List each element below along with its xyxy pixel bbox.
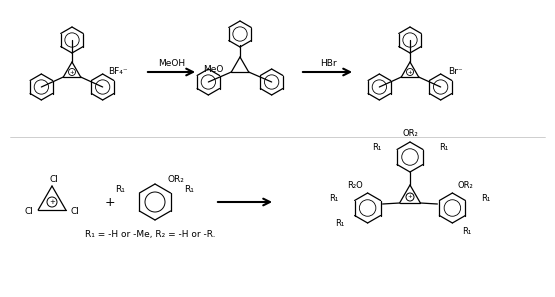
Text: R₁: R₁	[439, 143, 448, 152]
Text: +: +	[407, 69, 412, 75]
Text: HBr: HBr	[320, 59, 336, 69]
Text: +: +	[49, 199, 55, 205]
Text: R₁: R₁	[335, 219, 345, 228]
Text: R₁ = -H or -Me, R₂ = -H or -R.: R₁ = -H or -Me, R₂ = -H or -R.	[85, 230, 215, 238]
Text: R₁: R₁	[185, 186, 194, 195]
Text: R₁: R₁	[372, 143, 381, 152]
Text: Cl: Cl	[70, 208, 79, 217]
Text: BF₄⁻: BF₄⁻	[108, 67, 128, 77]
Text: R₁: R₁	[115, 186, 125, 195]
Text: +: +	[69, 69, 74, 75]
Text: R₂O: R₂O	[347, 181, 362, 189]
Text: +: +	[407, 195, 412, 200]
Text: OR₂: OR₂	[167, 175, 184, 184]
Text: OR₂: OR₂	[402, 129, 418, 138]
Text: R₁: R₁	[329, 194, 339, 203]
Text: MeOH: MeOH	[158, 59, 185, 69]
Text: +: +	[105, 195, 115, 208]
Text: Cl: Cl	[25, 208, 34, 217]
Text: MeO: MeO	[204, 64, 224, 73]
Text: Cl: Cl	[49, 175, 58, 184]
Text: OR₂: OR₂	[457, 181, 473, 189]
Text: Br⁻: Br⁻	[448, 67, 463, 77]
Text: R₁: R₁	[462, 227, 472, 236]
Text: R₁: R₁	[481, 194, 491, 203]
